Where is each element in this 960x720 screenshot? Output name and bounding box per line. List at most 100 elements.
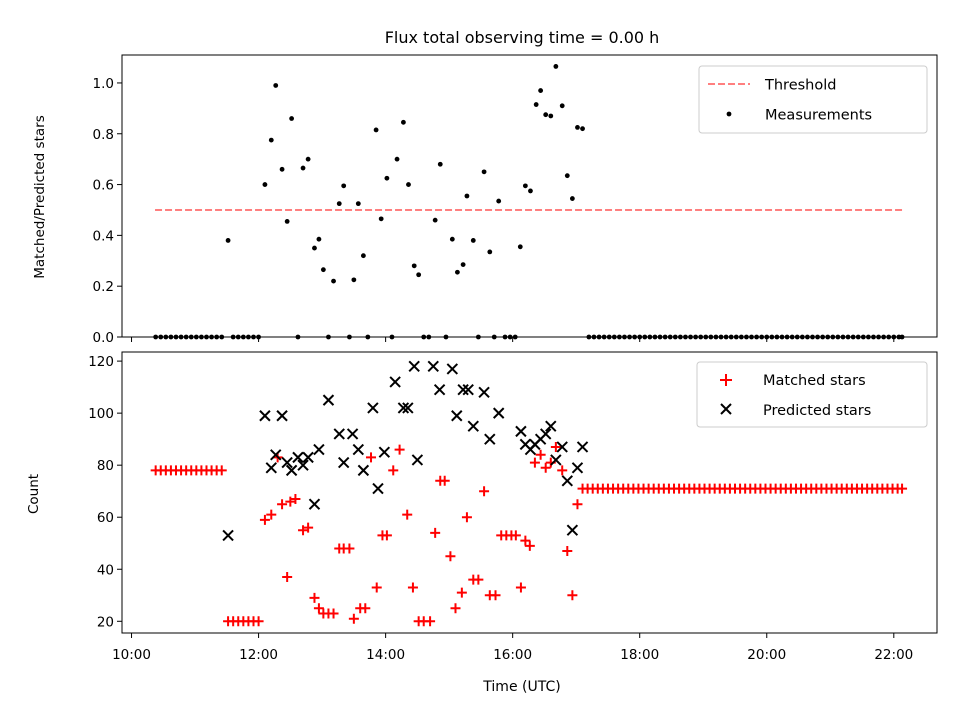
legend-matched-label: Matched stars [763, 373, 866, 389]
measurement-point [455, 269, 460, 275]
matched-stars-marker [328, 608, 339, 619]
matched-stars-marker [407, 582, 418, 593]
predicted-stars-marker [484, 433, 496, 445]
matched-stars-marker [897, 483, 908, 494]
matched-stars-marker [388, 465, 399, 476]
predicted-stars-marker [451, 410, 463, 422]
measurement-point [262, 182, 268, 187]
matched-stars-marker [360, 603, 371, 614]
matched-stars-marker [529, 457, 540, 468]
measurement-point [411, 263, 417, 269]
bottom-plot-area: 20 40 60 80 100 120 10:00 12:00 14:00 16:00 18:00 2… [88, 351, 938, 663]
measurement-point [437, 161, 443, 167]
bottom-y-axis-label: Count [26, 474, 42, 514]
matched-stars-marker [479, 486, 490, 497]
matched-stars-marker [567, 590, 578, 601]
measurement-point [384, 175, 390, 181]
predicted-stars-marker [427, 360, 439, 373]
bottom-x-tick-label: 14:00 [366, 647, 405, 663]
bottom-x-tick-label: 20:00 [747, 647, 786, 663]
matched-stars-marker [524, 540, 535, 551]
predicted-stars-marker [302, 451, 314, 464]
legend-predicted-label: Predicted stars [763, 403, 871, 419]
predicted-stars-marker [492, 407, 505, 419]
matched-stars-marker [366, 452, 377, 463]
predicted-stars-marker [545, 420, 557, 432]
bottom-axes-frame [121, 351, 938, 634]
legend-threshold-label: Threshold [764, 78, 836, 94]
matched-stars-marker [562, 546, 573, 557]
bottom-x-tick-label: 12:00 [239, 647, 278, 663]
measurement-point [331, 278, 336, 284]
matched-stars-marker [290, 494, 301, 505]
measurement-point [496, 198, 502, 204]
measurement-point [449, 236, 455, 242]
matched-stars-marker [520, 535, 531, 546]
measurement-point [360, 253, 366, 259]
top-axes-frame [121, 54, 938, 338]
matched-stars-marker [303, 522, 314, 533]
bottom-x-tick-label: 16:00 [493, 647, 532, 663]
matched-stars-marker [430, 527, 441, 538]
bottom-y-tick-label: 80 [97, 458, 114, 474]
measurement-point [289, 116, 295, 121]
top-y-tick-label: 1.0 [93, 76, 114, 92]
matched-stars-marker [445, 551, 456, 562]
predicted-stars-marker [352, 443, 365, 456]
measurement-point [273, 83, 279, 88]
predicted-stars-marker [265, 462, 277, 474]
top-legend: Threshold Measurements [698, 65, 928, 134]
measurement-point [517, 244, 523, 250]
predicted-stars-marker [313, 443, 325, 456]
matched-stars-marker [557, 465, 568, 476]
predicted-stars-marker [556, 441, 568, 453]
bottom-legend-frame [696, 361, 928, 428]
bottom-panel: 20 40 60 80 100 120 10:00 12:00 14:00 16:00 18:00 2… [26, 351, 938, 695]
measurement-point [580, 126, 585, 132]
predicted-stars-marker [433, 384, 446, 396]
measurement-point [355, 201, 361, 207]
measurement-point [559, 103, 565, 109]
measurement-point [341, 183, 347, 189]
measurement-point [279, 166, 285, 172]
predicted-stars-marker [550, 454, 562, 466]
measurement-point [487, 249, 493, 255]
bottom-x-tick-label: 18:00 [620, 647, 659, 663]
measurement-point [564, 173, 570, 179]
predicted-stars-marker [292, 451, 304, 464]
measurement-point [406, 182, 411, 187]
predicted-stars-marker [446, 363, 459, 375]
measurement-point [378, 216, 384, 222]
predicted-stars-marker [372, 482, 384, 495]
predicted-stars-marker [337, 456, 350, 469]
matched-stars-marker [439, 475, 450, 486]
predicted-stars-marker [357, 464, 370, 477]
x-axis-label: Time (UTC) [482, 679, 560, 695]
predicted-stars-marker [281, 456, 293, 469]
matched-stars-marker [402, 509, 413, 520]
matched-stars-marker [344, 543, 355, 554]
top-legend-frame [698, 65, 928, 134]
top-y-tick-label: 0.2 [93, 279, 114, 295]
predicted-stars-marker [276, 410, 288, 422]
top-y-tick-label: 0.4 [93, 228, 114, 244]
predicted-stars-marker [270, 449, 282, 461]
predicted-stars-marker [378, 446, 391, 458]
measurement-point [575, 125, 580, 130]
matched-stars-marker [253, 616, 264, 627]
matched-stars-marker [550, 441, 561, 452]
measurement-point [569, 196, 575, 201]
measurement-point [351, 277, 357, 283]
measurement-point [543, 112, 549, 118]
matched-stars-marker [394, 444, 405, 455]
measurement-point [548, 113, 554, 119]
matched-stars-marker [216, 465, 227, 476]
legend-measurements-marker [726, 111, 732, 117]
measurement-point [312, 245, 317, 251]
predicted-stars-marker [462, 384, 474, 396]
predicted-stars-marker [515, 425, 527, 438]
predicted-stars-marker [539, 428, 552, 440]
matched-stars-marker [348, 613, 359, 624]
top-y-tick-label: 0.6 [93, 178, 114, 194]
